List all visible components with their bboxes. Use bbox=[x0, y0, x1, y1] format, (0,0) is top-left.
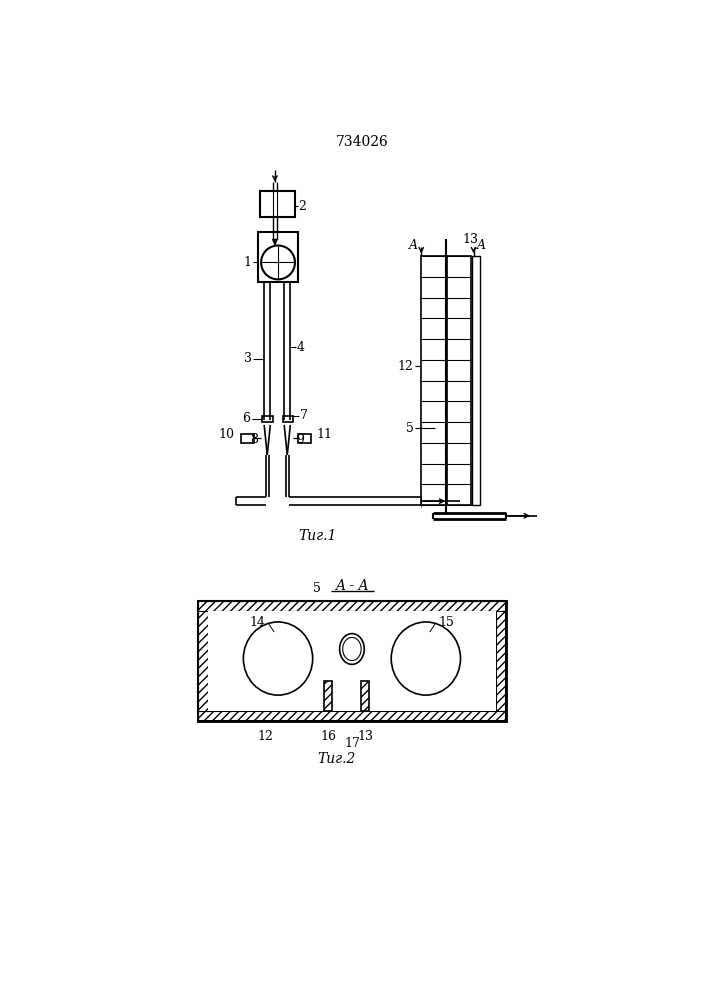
Text: 12: 12 bbox=[397, 360, 414, 373]
Bar bbox=[198, 601, 506, 721]
Polygon shape bbox=[273, 239, 277, 245]
Bar bbox=[198, 601, 506, 721]
Circle shape bbox=[261, 246, 295, 279]
Bar bbox=[361, 681, 369, 711]
Bar bbox=[496, 611, 506, 711]
Bar bbox=[283, 416, 293, 422]
Text: 734026: 734026 bbox=[337, 135, 389, 149]
Text: 5: 5 bbox=[406, 422, 414, 434]
Bar bbox=[258, 232, 298, 282]
Text: 2: 2 bbox=[298, 200, 306, 213]
Text: 9: 9 bbox=[296, 433, 305, 446]
Text: 11: 11 bbox=[317, 428, 332, 441]
Bar bbox=[198, 711, 506, 721]
Text: A: A bbox=[409, 239, 418, 252]
Text: 3: 3 bbox=[244, 352, 252, 365]
Bar bbox=[262, 416, 273, 422]
Text: Τиг.1: Τиг.1 bbox=[298, 529, 337, 543]
Bar bbox=[298, 434, 311, 443]
Text: 5: 5 bbox=[313, 582, 321, 595]
Text: 10: 10 bbox=[219, 428, 235, 441]
Text: Τиг.2: Τиг.2 bbox=[317, 752, 356, 766]
Bar bbox=[259, 191, 295, 217]
Bar bbox=[208, 611, 496, 711]
Ellipse shape bbox=[343, 637, 361, 661]
Text: 8: 8 bbox=[250, 433, 258, 446]
Text: 4: 4 bbox=[296, 341, 305, 354]
Text: 6: 6 bbox=[243, 412, 250, 425]
Ellipse shape bbox=[243, 622, 312, 695]
Bar bbox=[198, 601, 506, 611]
Text: 1: 1 bbox=[244, 256, 252, 269]
Text: 13: 13 bbox=[357, 730, 373, 742]
Bar bbox=[241, 434, 254, 443]
Text: 14: 14 bbox=[250, 616, 266, 629]
Text: 17: 17 bbox=[344, 737, 360, 750]
Bar bbox=[325, 681, 332, 711]
Text: A - A: A - A bbox=[335, 579, 368, 593]
Ellipse shape bbox=[391, 622, 460, 695]
Text: A: A bbox=[477, 239, 486, 252]
Bar bbox=[472, 256, 480, 505]
Text: 16: 16 bbox=[320, 730, 336, 742]
Bar bbox=[421, 256, 446, 505]
Text: 13: 13 bbox=[462, 233, 478, 246]
Bar bbox=[198, 611, 208, 711]
Text: 15: 15 bbox=[438, 616, 454, 629]
Text: 7: 7 bbox=[300, 409, 308, 422]
Ellipse shape bbox=[339, 634, 364, 664]
Bar bbox=[448, 256, 471, 505]
Text: 12: 12 bbox=[258, 730, 274, 742]
